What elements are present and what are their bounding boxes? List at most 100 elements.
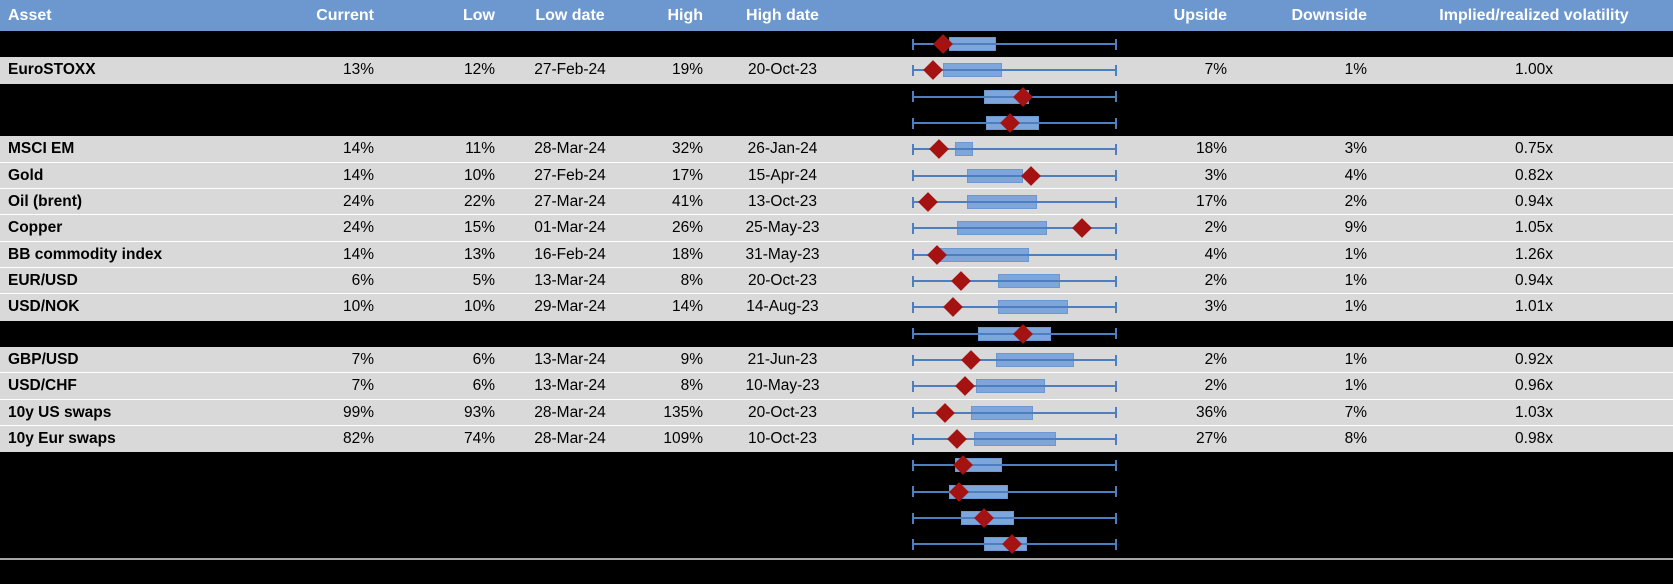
cell-downside[interactable]: 1%	[1344, 272, 1367, 290]
cell-low[interactable]: 11%	[465, 140, 495, 158]
cell-low[interactable]: 10%	[463, 298, 495, 316]
cell-high[interactable]: 135%	[663, 403, 703, 421]
cell-asset[interactable]: Oil (brent)	[8, 193, 83, 211]
header-high[interactable]: High	[667, 6, 703, 24]
cell-high[interactable]: 9%	[680, 351, 703, 369]
cell-asset[interactable]: GBP/USD	[8, 351, 79, 369]
cell-low[interactable]: 15%	[463, 219, 495, 237]
cell-current[interactable]: 14%	[342, 166, 374, 184]
cell-upside[interactable]: 2%	[1204, 219, 1227, 237]
cell-asset[interactable]: 10y Eur swaps	[8, 430, 116, 448]
cell-current[interactable]: 14%	[342, 245, 374, 263]
cell-downside[interactable]: 8%	[1344, 430, 1367, 448]
cell-upside[interactable]: 18%	[1195, 140, 1227, 158]
header-downside[interactable]: Downside	[1291, 6, 1367, 24]
cell-low_date[interactable]: 13-Mar-24	[534, 272, 606, 290]
cell-asset[interactable]: Copper	[8, 219, 63, 237]
cell-low[interactable]: 5%	[472, 272, 495, 290]
cell-high[interactable]: 41%	[671, 193, 703, 211]
cell-asset[interactable]: EUR/USD	[8, 272, 78, 290]
cell-asset[interactable]: USD/CHF	[8, 377, 77, 395]
cell-downside[interactable]: 1%	[1344, 245, 1367, 263]
cell-low_date[interactable]: 13-Mar-24	[534, 351, 606, 369]
cell-low_date[interactable]: 27-Feb-24	[534, 166, 606, 184]
cell-asset[interactable]: BB commodity index	[8, 245, 163, 263]
cell-high_date[interactable]: 13-Oct-23	[748, 193, 817, 211]
header-current[interactable]: Current	[316, 6, 374, 24]
cell-downside[interactable]: 2%	[1344, 193, 1367, 211]
cell-impl_real[interactable]: 0.75x	[1515, 140, 1553, 158]
cell-low[interactable]: 12%	[463, 61, 495, 79]
cell-high_date[interactable]: 20-Oct-23	[748, 61, 817, 79]
cell-impl_real[interactable]: 0.96x	[1515, 377, 1553, 395]
cell-high_date[interactable]: 14-Aug-23	[746, 298, 819, 316]
cell-impl_real[interactable]: 0.82x	[1515, 166, 1553, 184]
cell-upside[interactable]: 2%	[1204, 272, 1227, 290]
cell-current[interactable]: 82%	[342, 430, 374, 448]
cell-low[interactable]: 74%	[463, 430, 495, 448]
cell-upside[interactable]: 2%	[1204, 377, 1227, 395]
cell-current[interactable]: 14%	[342, 140, 374, 158]
cell-upside[interactable]: 3%	[1204, 166, 1227, 184]
header-implied-realized-volatility[interactable]: Implied/realized volatility	[1439, 6, 1629, 24]
cell-impl_real[interactable]: 0.94x	[1515, 272, 1553, 290]
cell-low[interactable]: 10%	[463, 166, 495, 184]
cell-low[interactable]: 6%	[472, 351, 495, 369]
cell-impl_real[interactable]: 1.26x	[1515, 245, 1553, 263]
cell-current[interactable]: 24%	[342, 193, 374, 211]
cell-upside[interactable]: 17%	[1195, 193, 1227, 211]
cell-low_date[interactable]: 28-Mar-24	[534, 140, 606, 158]
cell-upside[interactable]: 36%	[1195, 403, 1227, 421]
cell-upside[interactable]: 7%	[1204, 61, 1227, 79]
cell-upside[interactable]: 3%	[1204, 298, 1227, 316]
cell-impl_real[interactable]: 1.01x	[1515, 298, 1553, 316]
header-low[interactable]: Low	[463, 6, 495, 24]
cell-impl_real[interactable]: 1.00x	[1515, 61, 1553, 79]
cell-impl_real[interactable]: 0.98x	[1515, 430, 1553, 448]
cell-impl_real[interactable]: 1.03x	[1515, 403, 1553, 421]
cell-high[interactable]: 17%	[671, 166, 703, 184]
cell-high[interactable]: 14%	[671, 298, 703, 316]
cell-low[interactable]: 13%	[463, 245, 495, 263]
cell-asset[interactable]: USD/NOK	[8, 298, 80, 316]
cell-current[interactable]: 7%	[351, 377, 374, 395]
cell-asset[interactable]: 10y US swaps	[8, 403, 112, 421]
cell-asset[interactable]: MSCI EM	[8, 140, 75, 158]
cell-upside[interactable]: 27%	[1195, 430, 1227, 448]
cell-downside[interactable]: 1%	[1344, 298, 1367, 316]
cell-low_date[interactable]: 13-Mar-24	[534, 377, 606, 395]
header-high-date[interactable]: High date	[746, 6, 819, 24]
cell-high[interactable]: 32%	[671, 140, 703, 158]
cell-downside[interactable]: 1%	[1344, 377, 1367, 395]
cell-low[interactable]: 6%	[472, 377, 495, 395]
cell-high_date[interactable]: 26-Jan-24	[747, 140, 818, 158]
cell-impl_real[interactable]: 1.05x	[1515, 219, 1553, 237]
cell-low[interactable]: 22%	[463, 193, 495, 211]
header-low-date[interactable]: Low date	[535, 6, 605, 24]
cell-high_date[interactable]: 20-Oct-23	[748, 272, 817, 290]
cell-downside[interactable]: 3%	[1344, 140, 1367, 158]
header-asset[interactable]: Asset	[8, 6, 52, 24]
cell-downside[interactable]: 1%	[1344, 61, 1367, 79]
cell-high_date[interactable]: 10-May-23	[745, 377, 820, 395]
cell-downside[interactable]: 4%	[1344, 166, 1367, 184]
cell-high[interactable]: 19%	[671, 61, 703, 79]
cell-upside[interactable]: 4%	[1204, 245, 1227, 263]
cell-upside[interactable]: 2%	[1204, 351, 1227, 369]
cell-asset[interactable]: Gold	[8, 166, 44, 184]
cell-low_date[interactable]: 28-Mar-24	[534, 430, 606, 448]
cell-high_date[interactable]: 21-Jun-23	[747, 351, 818, 369]
cell-high[interactable]: 109%	[663, 430, 703, 448]
cell-downside[interactable]: 1%	[1344, 351, 1367, 369]
cell-current[interactable]: 24%	[342, 219, 374, 237]
cell-high[interactable]: 26%	[671, 219, 703, 237]
header-upside[interactable]: Upside	[1173, 6, 1227, 24]
cell-low[interactable]: 93%	[463, 403, 495, 421]
cell-low_date[interactable]: 27-Mar-24	[534, 193, 606, 211]
cell-current[interactable]: 6%	[351, 272, 374, 290]
cell-high_date[interactable]: 20-Oct-23	[748, 403, 817, 421]
cell-impl_real[interactable]: 0.92x	[1515, 351, 1553, 369]
cell-current[interactable]: 7%	[351, 351, 374, 369]
cell-high_date[interactable]: 25-May-23	[745, 219, 820, 237]
cell-current[interactable]: 13%	[342, 61, 374, 79]
